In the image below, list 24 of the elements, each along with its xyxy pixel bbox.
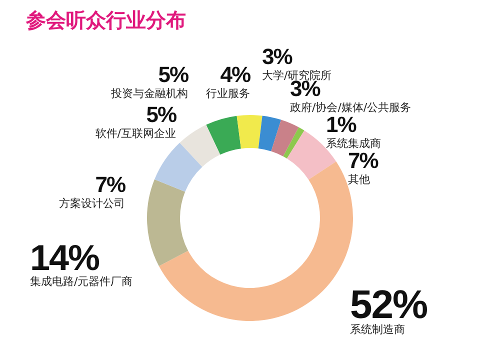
slice-label: 投资与金融机构 (110, 87, 188, 100)
data-label: 5% (146, 102, 176, 127)
slice-label: 集成电路/元器件厂商 (30, 275, 133, 288)
donut-slice (180, 124, 220, 167)
slice-label: 系统集成商 (326, 137, 381, 150)
data-label: 7% (95, 172, 126, 197)
donut-slice (206, 116, 241, 155)
slice-label: 行业服务 (206, 87, 250, 100)
donut-slice (147, 179, 188, 266)
data-label: 5% (158, 62, 188, 87)
data-label: 3% (262, 44, 292, 69)
slice-label: 政府/协会/媒体/公共服务 (290, 101, 412, 114)
donut-slice (154, 142, 202, 192)
data-label: 1% (326, 112, 356, 137)
donut-slice (283, 127, 304, 159)
data-label: 4% (220, 62, 250, 87)
slice-label: 软件/互联网企业 (95, 127, 176, 140)
chart-title: 参会听众行业分布 (25, 8, 186, 32)
slice-label: 方案设计公司 (59, 197, 125, 210)
slice-label: 其他 (348, 173, 370, 186)
donut-slice (258, 116, 282, 152)
donut-slice (271, 120, 299, 156)
donut-slice (236, 115, 262, 149)
data-label: 7% (348, 148, 378, 173)
